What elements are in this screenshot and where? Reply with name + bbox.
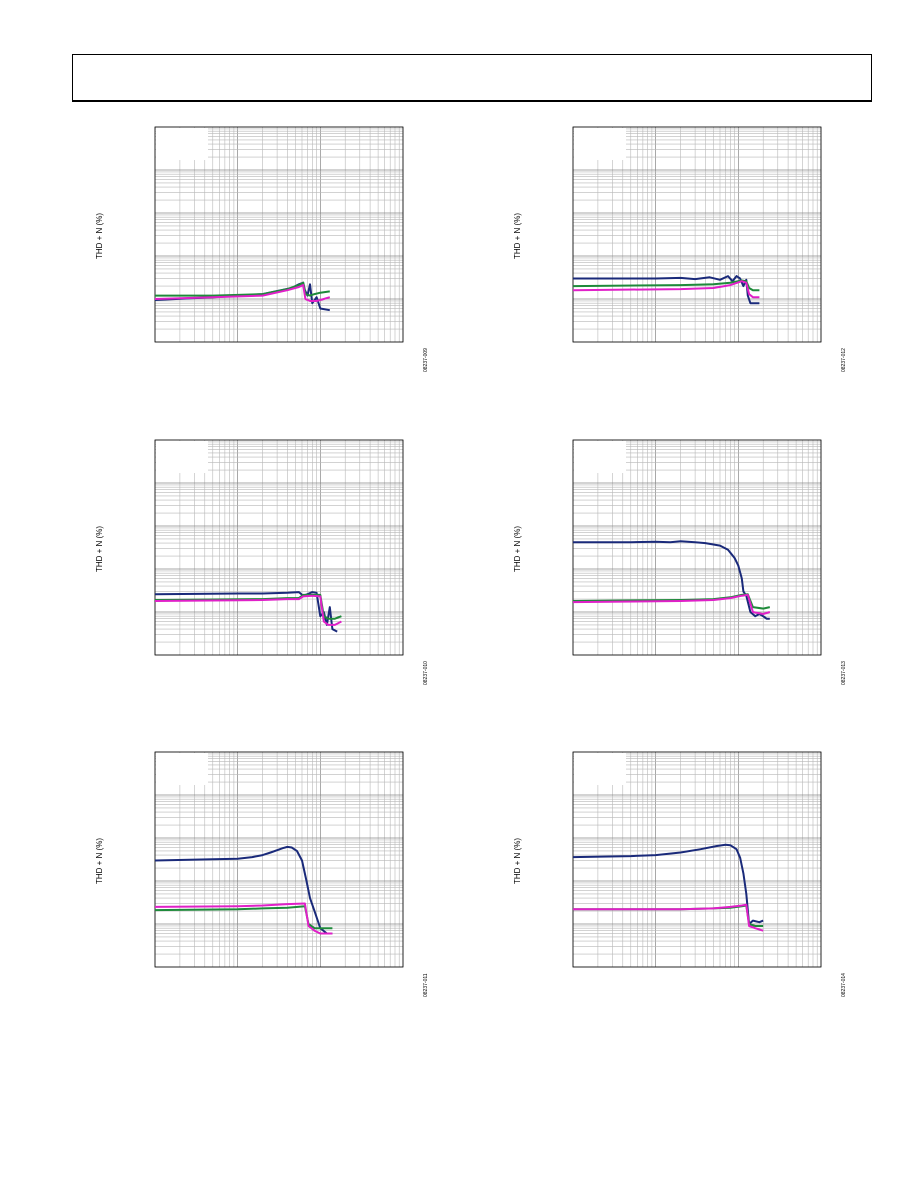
figure-code: 08237-014 bbox=[841, 973, 847, 997]
legend-box bbox=[156, 753, 208, 785]
series-line-green bbox=[154, 593, 342, 620]
series-line-navy bbox=[154, 591, 338, 633]
series-line-magenta bbox=[154, 594, 342, 626]
legend-box bbox=[574, 128, 626, 160]
plot-frame bbox=[572, 751, 822, 968]
series-line-navy bbox=[573, 540, 770, 620]
figure-code: 08237-009 bbox=[423, 348, 429, 372]
legend-box bbox=[156, 128, 208, 160]
plot-frame bbox=[572, 126, 822, 343]
chart-panel-4: THD + N (%) 08237-013 bbox=[513, 433, 918, 713]
legend-box bbox=[574, 441, 626, 473]
series-line-magenta bbox=[573, 903, 764, 932]
y-axis-label: THD + N (%) bbox=[95, 212, 104, 259]
plot-frame bbox=[154, 439, 404, 656]
plot-frame bbox=[572, 439, 822, 656]
y-axis-label: THD + N (%) bbox=[513, 837, 522, 884]
plot-grid bbox=[154, 751, 404, 968]
figure-code: 08237-013 bbox=[841, 661, 847, 685]
y-axis-label: THD + N (%) bbox=[513, 212, 522, 259]
series-line-navy bbox=[573, 275, 760, 305]
chart-panel-1: THD + N (%) 08237-009 bbox=[95, 120, 500, 400]
figure-code: 08237-011 bbox=[423, 973, 429, 997]
figure-code: 08237-012 bbox=[841, 348, 847, 372]
series-line-magenta bbox=[154, 284, 331, 302]
chart-panel-3: THD + N (%) 08237-010 bbox=[95, 433, 500, 713]
chart-panel-6: THD + N (%) 08237-014 bbox=[513, 745, 918, 1025]
chart-panel-5: THD + N (%) 08237-011 bbox=[95, 745, 500, 1025]
series-line-magenta bbox=[154, 902, 333, 935]
y-axis-label: THD + N (%) bbox=[513, 525, 522, 572]
y-axis-label: THD + N (%) bbox=[95, 837, 104, 884]
series-line-green bbox=[155, 281, 330, 297]
plot-grid bbox=[572, 126, 822, 343]
legend-box bbox=[574, 753, 626, 785]
figure-code: 08237-010 bbox=[423, 661, 429, 685]
page-header-box bbox=[72, 54, 872, 102]
series-line-magenta bbox=[572, 593, 771, 615]
series-line-magenta bbox=[572, 280, 760, 299]
series-line-navy bbox=[572, 843, 764, 925]
series-line-navy bbox=[154, 845, 333, 935]
legend-box bbox=[156, 441, 208, 473]
chart-panel-2: THD + N (%) 08237-012 bbox=[513, 120, 918, 400]
plot-frame bbox=[154, 126, 404, 343]
y-axis-label: THD + N (%) bbox=[95, 525, 104, 572]
plot-grid bbox=[154, 126, 404, 343]
